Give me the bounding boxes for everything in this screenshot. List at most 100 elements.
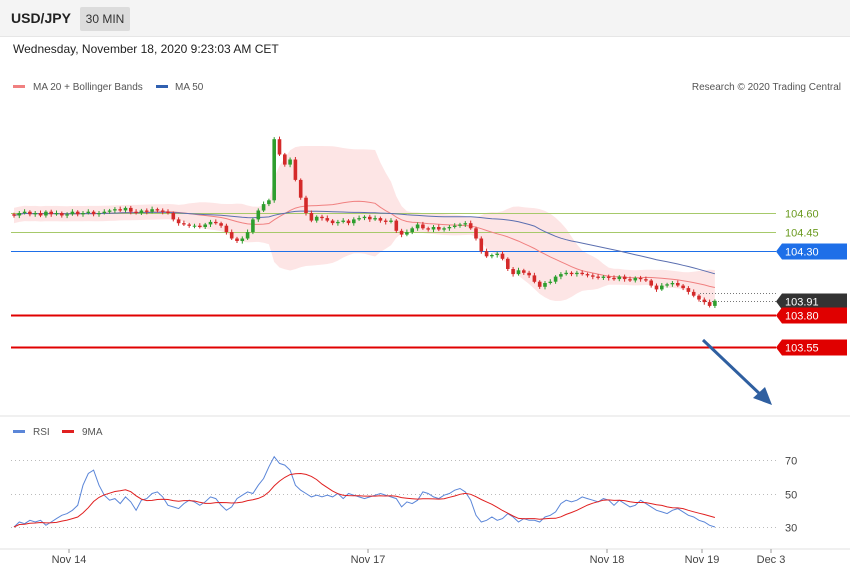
candle-body bbox=[537, 281, 542, 287]
candle-body bbox=[617, 276, 622, 280]
bollinger-band bbox=[14, 146, 715, 305]
candle-body bbox=[522, 270, 526, 273]
ma50-legend-label: MA 50 bbox=[175, 82, 204, 93]
candle-body bbox=[22, 211, 27, 213]
candle-body bbox=[219, 223, 223, 226]
x-tick-label: Nov 17 bbox=[351, 554, 386, 566]
candle-body bbox=[702, 299, 707, 303]
candle-body bbox=[304, 197, 308, 213]
candle-body bbox=[421, 224, 425, 229]
candle-body bbox=[569, 272, 574, 275]
candle-body bbox=[187, 224, 191, 226]
candle-body bbox=[543, 283, 547, 287]
candle-body bbox=[516, 270, 521, 275]
candle-body bbox=[70, 211, 75, 215]
candle-body bbox=[463, 223, 468, 225]
candle-body bbox=[54, 213, 59, 215]
candle-body bbox=[506, 258, 510, 269]
level-label-104.60: 104.60 bbox=[785, 209, 819, 221]
candle-body bbox=[150, 209, 154, 212]
rsi-tick-label: 30 bbox=[785, 523, 797, 535]
candle-body bbox=[633, 277, 638, 281]
candle-body bbox=[118, 209, 122, 211]
candle-body bbox=[325, 218, 330, 221]
candle-body bbox=[91, 211, 96, 215]
symbol-title: USD/JPY bbox=[11, 10, 71, 26]
candle-body bbox=[267, 200, 271, 205]
candle-body bbox=[638, 277, 643, 280]
candle-body bbox=[691, 291, 696, 296]
level-label-104.30: 104.30 bbox=[785, 247, 819, 259]
candle-body bbox=[182, 223, 186, 225]
candle-body bbox=[166, 211, 170, 213]
x-tick-label: Nov 18 bbox=[590, 554, 625, 566]
candle-body bbox=[399, 230, 404, 235]
candle-body bbox=[298, 179, 303, 198]
candle-body bbox=[368, 216, 372, 220]
rsi-panel: 70 50 30 bbox=[11, 456, 797, 535]
candle-body bbox=[484, 251, 489, 257]
candle-body bbox=[75, 211, 80, 215]
candle-body bbox=[86, 211, 91, 213]
candle-body bbox=[134, 211, 138, 213]
candle-body bbox=[251, 219, 255, 233]
candle-body bbox=[686, 288, 691, 292]
forecast-arrow-head bbox=[753, 387, 772, 405]
candle-body bbox=[208, 221, 213, 225]
candle-body bbox=[373, 218, 377, 220]
candle-body bbox=[559, 274, 563, 277]
candle-body bbox=[261, 204, 266, 211]
candle-body bbox=[81, 213, 85, 215]
ma20-legend-swatch bbox=[13, 85, 25, 88]
candle-body bbox=[283, 154, 287, 165]
candle-body bbox=[431, 227, 436, 230]
candle-body bbox=[585, 274, 590, 276]
candle-body bbox=[591, 275, 595, 277]
candle-body bbox=[479, 238, 484, 252]
candle-body bbox=[60, 213, 64, 216]
candle-body bbox=[309, 213, 314, 221]
candle-body bbox=[240, 238, 245, 241]
candle-body bbox=[495, 253, 499, 255]
candle-body bbox=[293, 159, 298, 180]
candle-body bbox=[33, 213, 37, 215]
header-bar: USD/JPY 30 MIN bbox=[0, 0, 850, 37]
level-tag-103.55 bbox=[776, 339, 847, 356]
candle-body bbox=[553, 276, 558, 282]
candle-body bbox=[49, 211, 53, 215]
candle-body bbox=[256, 210, 261, 220]
candle-body bbox=[707, 302, 712, 306]
level-tag-103.91 bbox=[776, 293, 847, 310]
level-tag-103.80 bbox=[776, 307, 847, 324]
candle-body bbox=[383, 220, 388, 222]
credit-text: Research © 2020 Trading Central bbox=[692, 82, 841, 93]
candle-body bbox=[532, 275, 537, 282]
forecast-arrow-shaft bbox=[701, 338, 764, 398]
timestamp: Wednesday, November 18, 2020 9:23:03 AM … bbox=[13, 42, 279, 56]
candle-body bbox=[160, 210, 165, 212]
x-tick-label: Nov 19 bbox=[685, 554, 720, 566]
level-lines: 104.60 104.45 104.30 103.91 103.80 103.55 bbox=[11, 209, 847, 356]
candle-body bbox=[405, 232, 409, 235]
candle-body bbox=[272, 139, 276, 201]
candle-body bbox=[214, 221, 218, 224]
candle-body bbox=[628, 279, 632, 281]
candle-body bbox=[474, 228, 478, 239]
level-label-103.55: 103.55 bbox=[785, 343, 819, 355]
candle-body bbox=[336, 221, 340, 224]
timeframe-button[interactable]: 30 MIN bbox=[80, 7, 130, 31]
candle-body bbox=[107, 210, 112, 212]
candle-body bbox=[511, 269, 515, 275]
candle-body bbox=[198, 225, 202, 227]
candle-body bbox=[580, 272, 584, 275]
candle-body bbox=[17, 213, 22, 216]
candle-body bbox=[102, 211, 107, 213]
candle-body bbox=[44, 211, 48, 216]
ma20-legend-label: MA 20 + Bollinger Bands bbox=[33, 82, 143, 93]
level-tag-104.30 bbox=[776, 243, 847, 260]
candle-body bbox=[697, 295, 701, 300]
candle-body bbox=[235, 238, 239, 241]
candle-body bbox=[713, 300, 717, 306]
candle-body bbox=[113, 209, 117, 211]
